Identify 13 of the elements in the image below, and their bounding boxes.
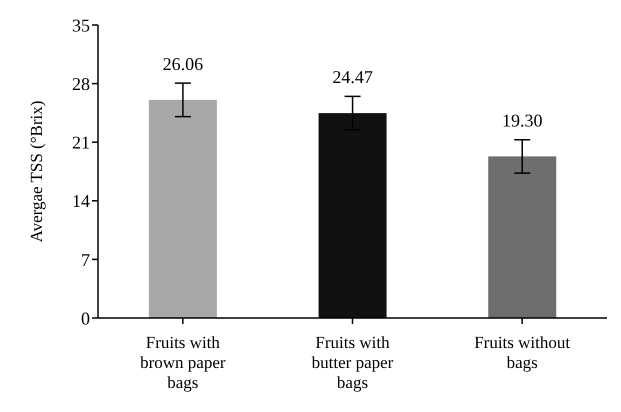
y-axis-title: Avergae TSS (°Brix) bbox=[27, 100, 46, 242]
y-tick-label: 28 bbox=[72, 74, 90, 94]
y-tick-label: 35 bbox=[72, 15, 90, 36]
y-tick-label: 7 bbox=[81, 250, 90, 270]
x-tick-label: Fruits without bags bbox=[474, 333, 570, 372]
y-tick-label: 0 bbox=[81, 308, 90, 328]
y-tick-label: 21 bbox=[72, 132, 90, 153]
x-tick-label: Fruits with butter paper bags bbox=[312, 333, 394, 392]
data-label: 26.06 bbox=[162, 54, 204, 74]
x-tick-label: Fruits with brown paper bags bbox=[140, 333, 226, 392]
data-label: 24.47 bbox=[332, 67, 373, 88]
data-label: 19.30 bbox=[502, 110, 542, 130]
y-tick-label: 14 bbox=[72, 191, 90, 212]
